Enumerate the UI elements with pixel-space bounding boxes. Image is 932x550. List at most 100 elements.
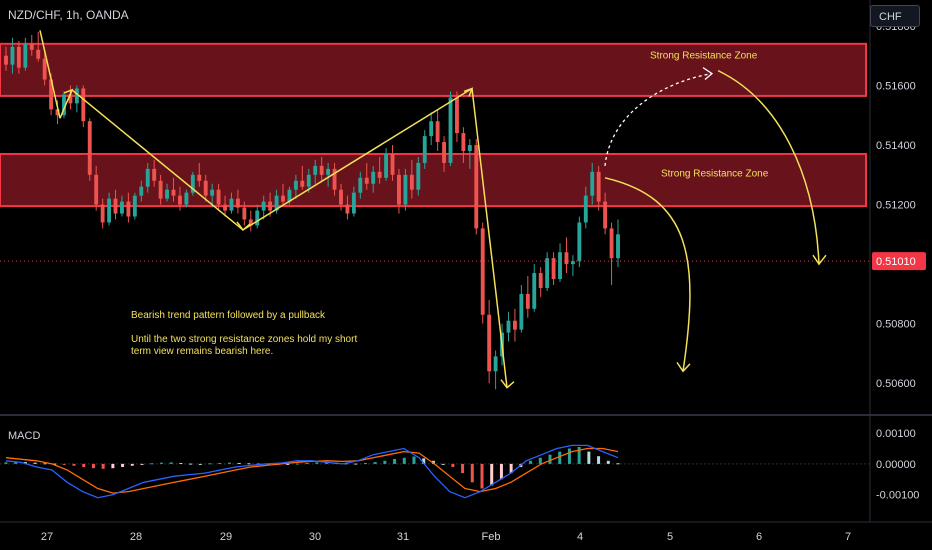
macd-histogram-bar xyxy=(499,463,503,480)
time-tick-label: 6 xyxy=(756,531,762,543)
candle xyxy=(358,177,363,193)
candle xyxy=(551,258,556,280)
candle xyxy=(519,293,524,330)
macd-histogram-bar xyxy=(14,461,18,464)
trend-line xyxy=(242,87,473,231)
zone-label: Strong Resistance Zone xyxy=(661,168,769,179)
candle xyxy=(429,121,434,137)
candle xyxy=(4,55,8,65)
annotation-text: Until the two strong resistance zones ho… xyxy=(131,334,357,345)
trend-line xyxy=(39,30,61,119)
projection-arrow xyxy=(604,177,691,372)
projection-dashed-arrow xyxy=(604,72,713,166)
candle xyxy=(590,171,595,196)
macd-histogram-bar xyxy=(480,463,484,489)
macd-histogram-bar xyxy=(111,463,115,469)
trend-arrowhead xyxy=(236,221,251,231)
macd-histogram-bar xyxy=(227,462,231,464)
candle xyxy=(616,234,620,259)
candle xyxy=(564,252,569,265)
candle xyxy=(36,49,41,59)
candle xyxy=(81,88,86,122)
projection-arrowhead xyxy=(702,67,714,81)
macd-histogram-bar xyxy=(383,460,387,464)
macd-histogram-bar xyxy=(82,463,86,467)
macd-histogram-bar xyxy=(247,463,251,465)
macd-histogram-bar xyxy=(587,451,591,464)
candle xyxy=(403,174,408,205)
macd-histogram-bar xyxy=(412,456,416,464)
candle xyxy=(23,43,28,68)
macd-histogram-bar xyxy=(422,458,426,464)
candle xyxy=(184,192,189,205)
macd-histogram-bar xyxy=(33,462,37,464)
candle xyxy=(274,195,279,211)
candle xyxy=(242,207,247,220)
macd-histogram-bar xyxy=(538,457,542,464)
macd-histogram-bar xyxy=(169,462,173,464)
macd-histogram-bar xyxy=(529,460,533,464)
macd-histogram-bar xyxy=(441,463,445,465)
macd-histogram-bar xyxy=(558,451,562,464)
candle xyxy=(94,174,99,205)
candle xyxy=(178,195,182,205)
macd-histogram-bar xyxy=(461,463,465,474)
candle xyxy=(87,121,92,175)
annotation-text: Bearish trend pattern followed by a pull… xyxy=(131,310,326,321)
candle xyxy=(62,94,66,116)
candle xyxy=(512,320,517,330)
candle xyxy=(319,165,324,175)
candle xyxy=(74,88,79,104)
candle xyxy=(281,195,285,202)
candle xyxy=(255,210,260,226)
candle xyxy=(190,174,195,193)
macd-histogram-bar xyxy=(53,463,57,465)
price-tick-label: 0.50600 xyxy=(876,378,916,390)
candle xyxy=(223,204,227,211)
candle xyxy=(532,273,537,309)
macd-histogram-bar xyxy=(4,462,8,464)
trend-arrowhead xyxy=(63,88,74,99)
candle xyxy=(216,189,221,205)
candle xyxy=(132,195,137,217)
candle xyxy=(609,228,614,259)
macd-histogram-bar xyxy=(43,463,47,465)
candle xyxy=(326,168,331,175)
candle xyxy=(416,162,421,190)
candle xyxy=(345,204,350,214)
trend-arrowhead xyxy=(463,87,474,97)
currency-button[interactable]: CHF xyxy=(870,5,920,27)
candle xyxy=(339,189,343,205)
macd-histogram-bar xyxy=(315,462,319,464)
candle xyxy=(493,356,498,372)
macd-histogram-bar xyxy=(431,460,435,464)
macd-tick-label: -0.00100 xyxy=(876,490,919,502)
time-tick-label: 28 xyxy=(130,531,142,543)
candle xyxy=(165,189,169,199)
macd-histogram-bar xyxy=(567,448,571,464)
macd-histogram-bar xyxy=(509,463,513,474)
candle xyxy=(126,201,131,217)
macd-histogram-bar xyxy=(373,462,377,464)
candle xyxy=(545,258,550,288)
candle xyxy=(570,261,575,265)
candle xyxy=(158,180,163,199)
candle xyxy=(68,94,73,104)
macd-tick-label: 0.00000 xyxy=(876,459,916,471)
candle xyxy=(596,171,601,202)
candle xyxy=(364,177,369,184)
candle xyxy=(300,180,305,187)
candle xyxy=(384,153,389,178)
candle xyxy=(474,145,479,229)
candle xyxy=(583,195,588,223)
time-tick-label: 27 xyxy=(41,531,53,543)
macd-histogram-bar xyxy=(451,463,455,467)
trend-line xyxy=(471,88,508,388)
candle xyxy=(351,192,356,214)
candle xyxy=(525,293,530,309)
price-tick-label: 0.51400 xyxy=(876,140,916,152)
last-price-tag xyxy=(872,252,926,271)
macd-histogram-bar xyxy=(548,454,552,464)
macd-histogram-bar xyxy=(616,463,620,465)
